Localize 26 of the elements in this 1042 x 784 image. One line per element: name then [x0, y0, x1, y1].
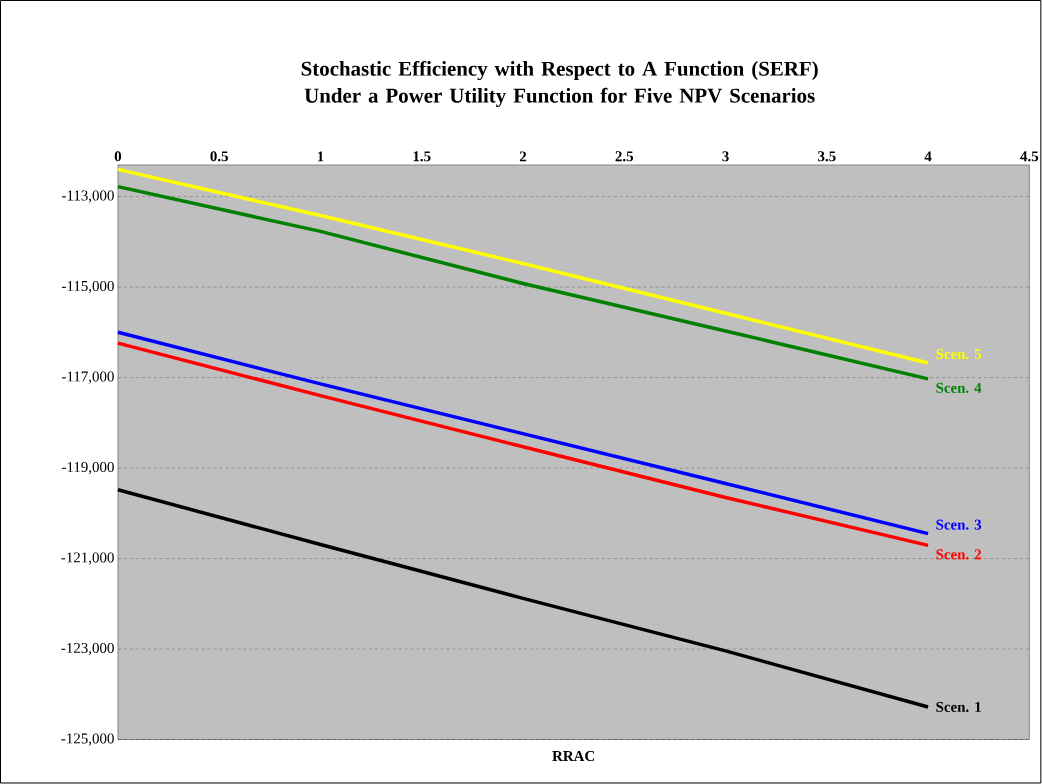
x-tick-label: 0.5	[210, 151, 228, 162]
x-tick-label: 1.5	[413, 151, 431, 162]
x-tick-label: 4.5	[1020, 151, 1039, 162]
y-tick-label: -121,000	[61, 552, 114, 565]
series-label: Scen. 1	[936, 702, 981, 713]
series-label: Scen. 5	[936, 349, 982, 360]
x-tick-label: 0	[114, 151, 122, 162]
x-tick-label: 2.5	[615, 151, 634, 162]
y-tick-label: -123,000	[61, 643, 114, 656]
x-tick-label: 4	[924, 151, 932, 162]
series-label: Scen. 3	[936, 519, 982, 530]
x-tick-label: 2	[519, 151, 527, 162]
series-label: Scen. 4	[936, 383, 982, 394]
y-tick-label: -119,000	[62, 462, 114, 475]
y-tick-label: -125,000	[61, 733, 114, 746]
y-tick-label: -115,000	[62, 281, 114, 294]
x-tick-label: 3	[722, 151, 729, 162]
chart-title: Stochastic Efficiency with Respect to A Function (SERF) Under a Power Utility Function for Five NPV Scenarios	[301, 61, 818, 108]
series-label: Scen. 2	[936, 549, 981, 560]
y-tick-label: -117,000	[62, 371, 114, 384]
x-tick-label: 3.5	[818, 151, 836, 162]
y-tick-label: -113,000	[62, 190, 114, 203]
x-axis-title: RRAC	[552, 751, 595, 762]
line-series	[116, 185, 930, 381]
x-tick-label: 1	[317, 151, 324, 162]
line-series	[116, 167, 930, 366]
